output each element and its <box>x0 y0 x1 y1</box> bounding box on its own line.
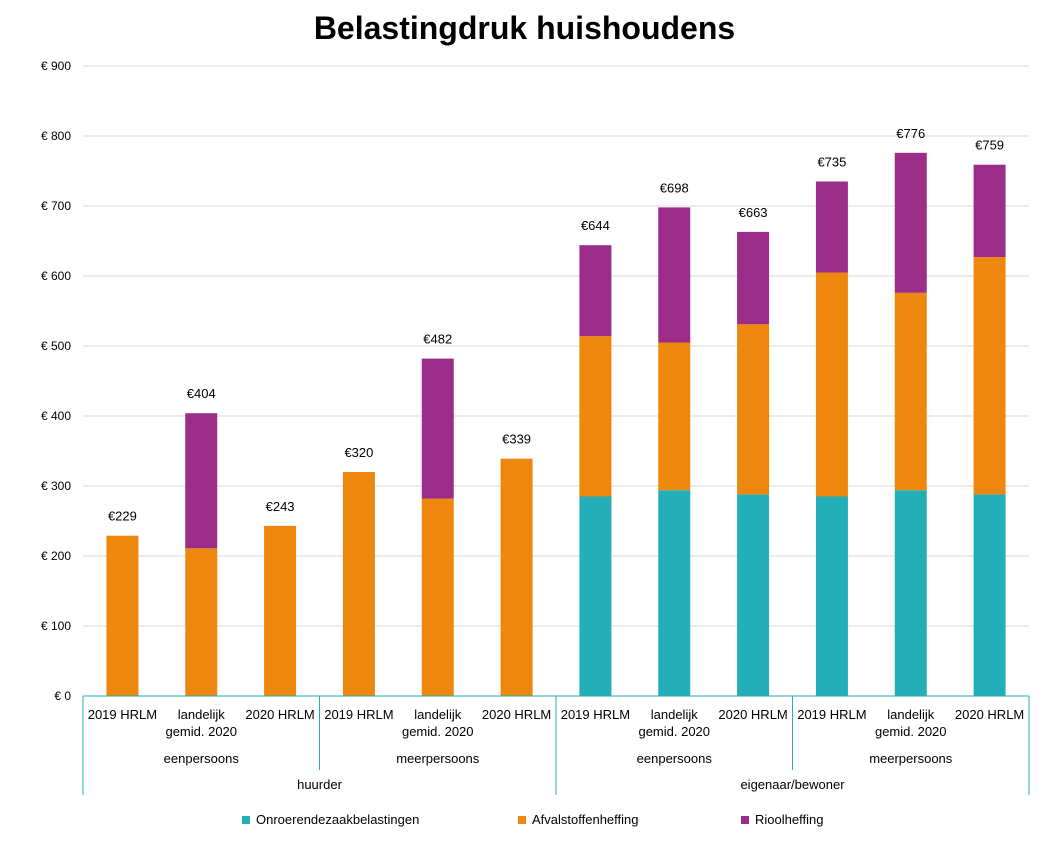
legend-label: Onroerendezaakbelastingen <box>256 812 420 827</box>
y-tick-label: € 100 <box>41 619 71 633</box>
y-tick-label: € 700 <box>41 199 71 213</box>
data-label: €759 <box>975 138 1004 153</box>
x-tick-label: landelijk <box>887 707 934 722</box>
group-label: eigenaar/bewoner <box>740 777 845 792</box>
x-tick-label: gemid. 2020 <box>402 724 474 739</box>
group-label: eenpersoons <box>164 751 240 766</box>
bar-segment <box>264 525 297 696</box>
data-label: €482 <box>423 332 452 347</box>
data-label: €698 <box>660 180 689 195</box>
bar-segment <box>579 245 612 337</box>
legend-label: Rioolheffing <box>755 812 824 827</box>
legend-swatch <box>741 815 749 824</box>
group-label: eenpersoons <box>637 751 713 766</box>
group-label: meerpersoons <box>869 751 953 766</box>
bar-segment <box>421 498 454 696</box>
legend-item: Rioolheffing <box>741 812 823 827</box>
bar-segment <box>421 358 454 499</box>
y-tick-label: € 500 <box>41 339 71 353</box>
x-tick-label: 2019 HRLM <box>561 707 630 722</box>
bar-segment <box>737 324 770 495</box>
x-tick-label: 2020 HRLM <box>482 707 551 722</box>
legend-swatch <box>242 815 250 824</box>
bar-segment <box>500 458 533 696</box>
bar-segment <box>894 152 927 293</box>
data-label: €663 <box>739 205 768 220</box>
bar-segment <box>106 535 139 696</box>
bar-segment <box>579 336 612 497</box>
y-tick-label: € 300 <box>41 479 71 493</box>
x-tick-label: gemid. 2020 <box>875 724 947 739</box>
y-tick-label: € 0 <box>54 689 71 703</box>
group-label: huurder <box>297 777 342 792</box>
data-label: €243 <box>266 499 295 514</box>
x-tick-label: landelijk <box>414 707 461 722</box>
x-tick-label: gemid. 2020 <box>165 724 237 739</box>
group-label: meerpersoons <box>396 751 480 766</box>
data-label: €404 <box>187 386 216 401</box>
bar-segment <box>894 292 927 491</box>
bar-segment <box>342 472 375 696</box>
x-tick-label: 2019 HRLM <box>88 707 157 722</box>
y-tick-label: € 200 <box>41 549 71 563</box>
data-label: €320 <box>344 445 373 460</box>
x-tick-label: landelijk <box>178 707 225 722</box>
legend-swatch <box>518 815 526 824</box>
legend-item: Onroerendezaakbelastingen <box>242 812 419 827</box>
bar-segment <box>894 490 927 696</box>
bar-segment <box>973 494 1006 696</box>
y-tick-label: € 600 <box>41 269 71 283</box>
bar-segment <box>658 490 691 696</box>
bar-segment <box>185 413 218 549</box>
y-tick-label: € 800 <box>41 129 71 143</box>
bar-segment <box>973 257 1006 495</box>
bar-segment <box>658 342 691 491</box>
bar-segment <box>737 494 770 696</box>
x-tick-label: 2020 HRLM <box>245 707 314 722</box>
legend: Onroerendezaakbelastingen Afvalstoffenhef… <box>0 812 1049 832</box>
legend-item: Afvalstoffenheffing <box>518 812 639 827</box>
data-label: €339 <box>502 432 531 447</box>
bar-segment <box>658 207 691 343</box>
data-label: €776 <box>896 126 925 141</box>
legend-label: Afvalstoffenheffing <box>532 812 639 827</box>
data-label: €735 <box>817 155 846 170</box>
bar-segment <box>737 231 770 325</box>
data-label: €644 <box>581 218 610 233</box>
bar-segment <box>815 272 848 497</box>
bar-segment <box>185 548 218 696</box>
bar-segment <box>815 181 848 273</box>
x-tick-label: gemid. 2020 <box>638 724 710 739</box>
x-tick-label: 2020 HRLM <box>718 707 787 722</box>
x-tick-label: 2019 HRLM <box>797 707 866 722</box>
chart-title: Belastingdruk huishoudens <box>313 10 736 46</box>
data-label: €229 <box>108 509 137 524</box>
bar-segment <box>815 496 848 696</box>
x-tick-label: landelijk <box>651 707 698 722</box>
x-tick-label: 2019 HRLM <box>324 707 393 722</box>
y-tick-label: € 400 <box>41 409 71 423</box>
bar-segment <box>973 164 1006 258</box>
bar-segment <box>579 496 612 696</box>
x-tick-label: 2020 HRLM <box>955 707 1024 722</box>
chart-plot: € 0 € 100 € 200 € 300 € 400 € 500 € 600 € 700 € … <box>41 59 1030 795</box>
y-tick-label: € 900 <box>41 59 71 73</box>
